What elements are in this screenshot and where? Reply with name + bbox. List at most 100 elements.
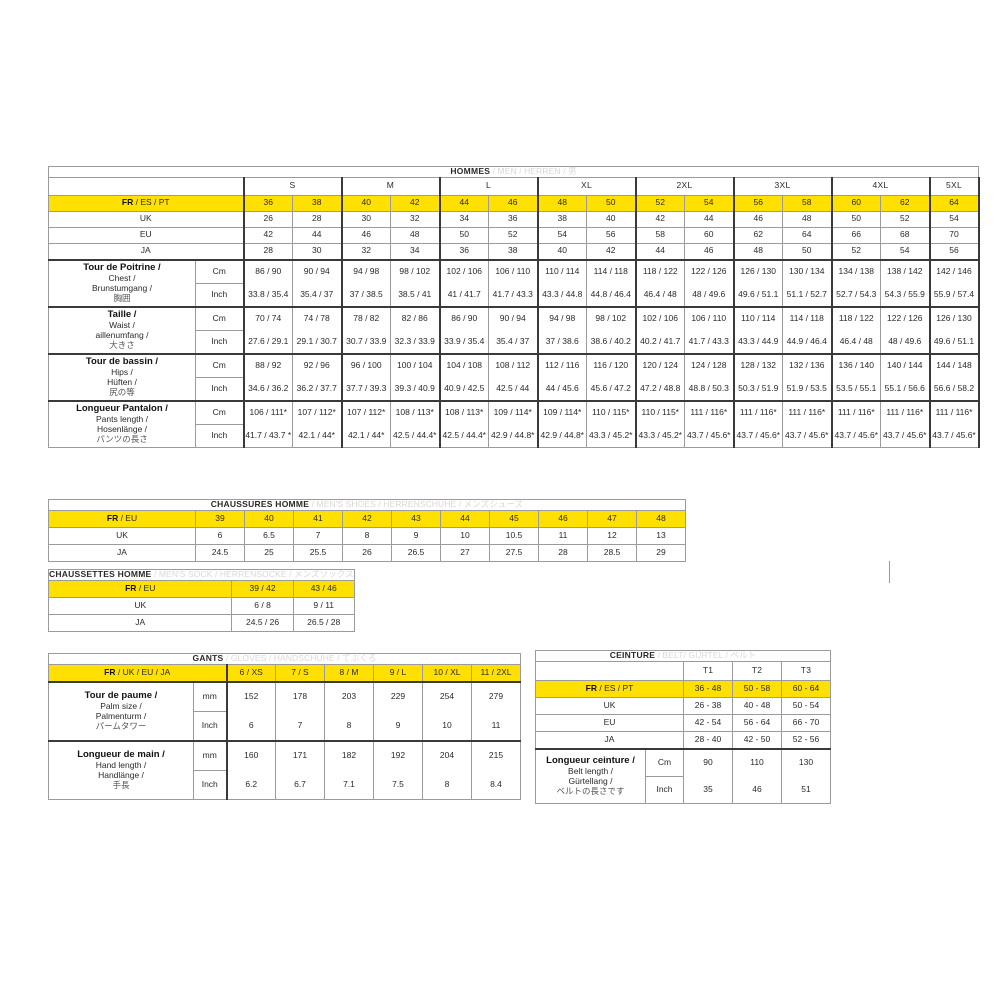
measurement-cell-cm: 144 / 148 xyxy=(929,352,980,378)
measurement-cell-inch: 11 xyxy=(471,711,521,742)
row-label: UK xyxy=(48,526,196,545)
size-cell: 24.5 / 26 xyxy=(231,613,294,632)
size-cell: 42 xyxy=(635,210,685,228)
measurement-cell-inch: 43.3 / 44.9 xyxy=(733,330,783,355)
belt-size-table: CEINTURE / BELT/ GÜRTEL / ベルト T1 T2 T3 FR /… xyxy=(535,650,831,804)
measurement-cell-inch: 42.9 / 44.8* xyxy=(537,424,587,448)
measurement-cell-cm: 128 / 132 xyxy=(733,352,783,378)
section-banner: GANTS / GLOVES / HANDSCHUHE / てぶくろ xyxy=(48,653,521,665)
size-cell: 70 xyxy=(929,226,980,244)
measurement-cell-cm: 102 / 106 xyxy=(635,305,685,331)
measurement-cell-inch: 35 xyxy=(683,776,733,804)
measurement-row-inch: Inch 34.6 / 36.2 36.2 / 37.7 37.7 / 39.3 39.… xyxy=(49,376,980,402)
measurement-cell-inch: 55.1 / 56.6 xyxy=(880,377,931,402)
unit-inch: Inch xyxy=(193,710,228,742)
measurement-cell-mm: 203 xyxy=(324,680,374,712)
size-cell: 8 / M xyxy=(324,663,374,683)
size-group-3xl: 3XL xyxy=(733,176,833,196)
measurement-cell-cm: 107 / 112* xyxy=(292,399,343,425)
section-banner: CEINTURE / BELT/ GÜRTEL / ベルト xyxy=(535,650,831,662)
measurement-cell-inch: 42.1 / 44* xyxy=(292,424,343,448)
size-cell: 26 xyxy=(243,210,293,228)
measurement-cell-inch: 36.2 / 37.7 xyxy=(292,377,343,402)
measurement-label-de: Brunstumgang / xyxy=(91,282,152,293)
measurement-cell-cm: 110 / 114 xyxy=(733,305,783,331)
size-cell: 11 / 2XL xyxy=(471,663,521,683)
measurement-label-en: Pants length / xyxy=(96,414,148,425)
measurement-cell-inch: 42.1 / 44* xyxy=(341,424,391,448)
measurement-cell-inch: 53.5 / 55.1 xyxy=(831,377,881,402)
measurement-cell-cm: 109 / 114* xyxy=(488,399,539,425)
size-cell: 42 - 54 xyxy=(683,713,733,732)
unit-cm: Cm xyxy=(195,399,245,425)
measurement-cell-inch: 54.3 / 55.9 xyxy=(880,283,931,308)
size-cell: 46 xyxy=(341,226,391,244)
measurement-row-cm: Tour de Poitrine / Chest / Brunstumgang / 胸… xyxy=(48,258,980,308)
size-group-s: S xyxy=(243,176,343,196)
measurement-cell-cm: 110 / 114 xyxy=(537,258,587,284)
measurement-cell-cm: 138 / 142 xyxy=(880,258,931,284)
measurement-label-ja: 手長 xyxy=(112,779,130,790)
measurement-row-mm: Longueur de main / Hand length / Handlänge… xyxy=(48,739,521,800)
measurement-cell-inch: 33.8 / 35.4 xyxy=(243,283,293,308)
measurement-label-fr: Taille / xyxy=(107,309,137,321)
size-group-m: M xyxy=(341,176,441,196)
measurement-cell-mm: 229 xyxy=(373,680,423,712)
measurement-cell-cm: 111 / 116* xyxy=(684,399,735,425)
banner-row: CHAUSSETTES HOMME / MEN'S SOCK / HERRENS… xyxy=(48,569,355,581)
size-cell: 28 - 40 xyxy=(683,730,733,750)
measurement-row-cm: Taille / Waist / aillenumfang / 大きさ Cm 70 / 7… xyxy=(48,305,980,355)
unit-inch: Inch xyxy=(645,775,684,804)
measurement-cell-inch: 8 xyxy=(324,711,374,742)
measurement-cell-mm: 279 xyxy=(471,680,521,712)
size-cell: 40 xyxy=(586,210,637,228)
measurement-cell-inch: 41.7 / 43.3 xyxy=(684,330,735,355)
size-cell: 58 xyxy=(782,194,833,212)
measurement-cell-inch: 35.4 / 37 xyxy=(488,330,539,355)
measurement-cell-cm: 111 / 116* xyxy=(929,399,980,425)
measurement-cell-inch: 49.6 / 51.1 xyxy=(733,283,783,308)
unit-cm: Cm xyxy=(195,305,245,331)
size-cell: 11 xyxy=(538,526,588,545)
measurement-cell-mm: 152 xyxy=(226,680,276,712)
measurement-cell-inch: 50.3 / 51.9 xyxy=(733,377,783,402)
measurement-cell-cm: 109 / 114* xyxy=(537,399,587,425)
measurement-cell-inch: 35.4 / 37 xyxy=(292,283,343,308)
size-cell: 26.5 xyxy=(391,543,441,562)
men-size-table-block: HOMMES / MEN / HERREN / 男 S M L XL 2XL 3XL 4XL… xyxy=(48,166,980,448)
size-cell: 42 xyxy=(586,242,637,261)
measurement-cell-inch: 43.3 / 45.2* xyxy=(635,424,685,448)
section-banner: HOMMES / MEN / HERREN / 男 xyxy=(48,166,979,178)
measurement-cell-inch: 6 xyxy=(226,711,276,742)
size-cell: 26 - 38 xyxy=(683,696,733,715)
size-group-t1: T1 xyxy=(683,660,733,681)
size-row: UK 26 28 30 32 34 36 38 40 42 44 46 48 50 52 54 xyxy=(48,210,980,228)
size-cell: 40 xyxy=(341,194,391,212)
size-cell: 26.5 / 28 xyxy=(292,613,355,632)
measurement-label-fr: Longueur de main / xyxy=(77,749,165,761)
size-cell: 36 xyxy=(439,242,489,261)
measurement-cell-cm: 110 / 115* xyxy=(635,399,685,425)
size-cell: 38 xyxy=(488,242,539,261)
size-cell: 52 xyxy=(488,226,539,244)
size-cell: 6.5 xyxy=(244,526,294,545)
measurement-cell-inch: 6.7 xyxy=(275,770,325,800)
measurement-cell-inch: 51 xyxy=(781,776,831,804)
measurement-cell-inch: 29.1 / 30.7 xyxy=(292,330,343,355)
measurement-cell-inch: 51.9 / 53.5 xyxy=(782,377,833,402)
measurement-row-inch: Inch 41.7 / 43.7 * 42.1 / 44* 42.1 / 44* 42.… xyxy=(49,423,980,448)
size-cell: 48 xyxy=(537,194,587,212)
measurement-label: Taille / Waist / aillenumfang / 大きさ xyxy=(48,305,196,355)
size-cell: 47 xyxy=(587,509,637,528)
size-cell: 28 xyxy=(538,543,588,562)
size-group-4xl: 4XL xyxy=(831,176,931,196)
row-label: FR / EU xyxy=(48,509,196,528)
unit-cm: Cm xyxy=(645,747,684,777)
measurement-cell-cm: 100 / 104 xyxy=(390,352,441,378)
measurement-cell-cm: 126 / 130 xyxy=(733,258,783,284)
size-cell: 6 xyxy=(195,526,245,545)
size-cell: 34 xyxy=(439,210,489,228)
measurement-cell-inch: 38.5 / 41 xyxy=(390,283,441,308)
measurement-row-cm: Tour de bassin / Hips / Hüften / 尻の等 Cm 88 / … xyxy=(48,352,980,402)
